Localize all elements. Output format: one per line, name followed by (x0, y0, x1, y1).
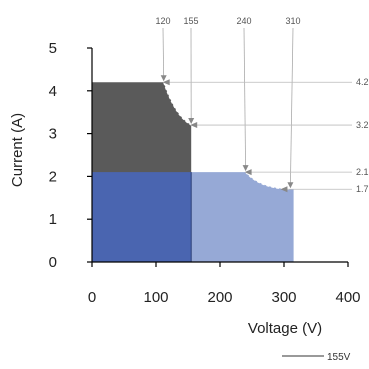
right-annotation-label: 1.7 (356, 184, 369, 194)
top-annotation-label: 155 (183, 16, 198, 26)
y-tick-label: 3 (49, 126, 57, 143)
chart-regions (92, 82, 294, 263)
top-annotations: 120 155 240 310 (155, 16, 301, 189)
boundary-curve-lower (245, 171, 291, 190)
x-tick-label: 200 (207, 289, 232, 306)
legend-label: 155V (327, 352, 351, 363)
boundary-curves (163, 82, 291, 190)
top-annotation-arrow (242, 165, 249, 172)
region-dark-blue (92, 172, 192, 262)
top-annotation-arrow (160, 75, 167, 82)
y-tick-label: 2 (49, 168, 57, 185)
top-annotation-label: 240 (236, 16, 251, 26)
right-annotation-arrow (280, 186, 288, 193)
x-tick-label: 0 (88, 289, 96, 306)
top-annotation-label: 310 (285, 16, 300, 26)
y-tick-label: 5 (49, 40, 57, 57)
y-axis-title: Current (A) (9, 113, 26, 187)
top-annotation-leader (290, 27, 294, 186)
x-tick-label: 300 (271, 289, 296, 306)
y-tick-label: 4 (49, 83, 57, 100)
legend: 155V (282, 352, 351, 363)
top-annotation-arrow (287, 182, 294, 189)
axes: 0 1 2 3 4 5 0 100 200 300 400 (49, 40, 361, 306)
top-annotation-leader (162, 27, 165, 79)
right-annotation-arrow (244, 169, 252, 176)
boundary-curve-upper (163, 82, 192, 126)
right-annotation-label: 3.2 (356, 120, 369, 130)
right-annotation-label: 2.1 (356, 167, 369, 177)
x-tick-label: 400 (335, 289, 360, 306)
right-annotations: 4.2 3.2 2.1 1.7 (162, 77, 369, 194)
top-annotation-arrow (188, 118, 195, 125)
region-light-blue (191, 172, 294, 262)
top-annotation-label: 120 (155, 16, 170, 26)
y-tick-label: 0 (49, 254, 57, 271)
right-annotation-arrow (190, 122, 198, 129)
right-annotation-arrow (162, 79, 170, 86)
top-annotation-leader (243, 27, 246, 169)
x-axis-title: Voltage (V) (248, 320, 322, 337)
y-tick-label: 1 (49, 211, 57, 228)
x-tick-label: 100 (143, 289, 168, 306)
right-annotation-label: 4.2 (356, 77, 369, 87)
